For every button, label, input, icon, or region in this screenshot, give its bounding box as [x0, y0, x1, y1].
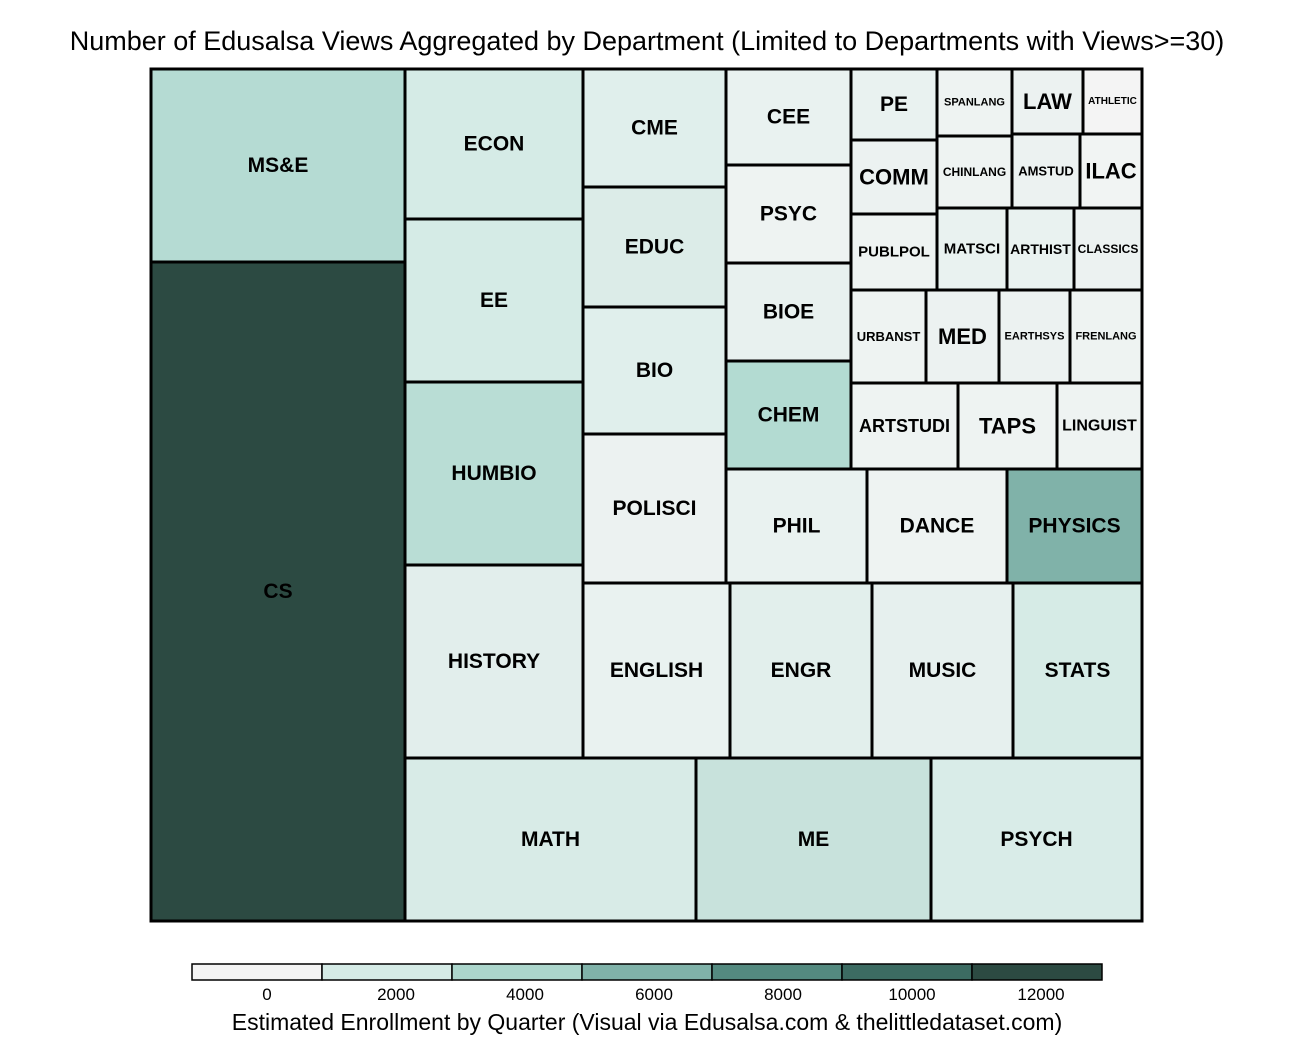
treemap-label-psyc: PSYC — [760, 203, 817, 226]
treemap-border — [149, 67, 1144, 923]
treemap-label-classics: CLASSICS — [1078, 242, 1139, 256]
treemap-cell-phil — [724, 467, 869, 585]
treemap-label-publpol: PUBLPOL — [858, 244, 930, 261]
treemap-label-artstudi: ARTSTUDI — [859, 416, 950, 436]
treemap-label-matsci: MATSCI — [944, 241, 1000, 258]
treemap-cell-med — [924, 288, 1001, 385]
treemap-label-bio: BIO — [636, 359, 673, 382]
treemap-label-engr: ENGR — [771, 659, 832, 682]
treemap-label-urbanst: URBANST — [857, 329, 921, 344]
treemap-cell-dance — [865, 467, 1009, 585]
legend-swatch — [321, 963, 453, 981]
legend-tick-label: 6000 — [635, 985, 673, 1004]
treemap-label-cs: CS — [263, 580, 292, 603]
legend-swatch — [451, 963, 583, 981]
treemap-label-arthist: ARTHIST — [1010, 241, 1071, 257]
treemap-cell-chem — [724, 359, 853, 471]
legend-tick-label: 2000 — [377, 985, 415, 1004]
treemap-label-cee: CEE — [767, 106, 810, 129]
treemap-label-physics: PHYSICS — [1028, 515, 1120, 538]
treemap-cell-me — [694, 756, 933, 923]
treemap-label-spanlang: SPANLANG — [944, 97, 1005, 109]
legend-caption: Estimated Enrollment by Quarter (Visual … — [231, 1009, 1063, 1035]
treemap-label-music: MUSIC — [909, 659, 977, 682]
treemap-cell-music — [870, 581, 1015, 760]
treemap-label-earthsys: EARTHSYS — [1005, 331, 1065, 343]
treemap-label-polisci: POLISCI — [612, 497, 696, 520]
treemap-label-econ: ECON — [464, 133, 525, 156]
treemap-label-phil: PHIL — [773, 515, 821, 538]
treemap-cell-physics — [1005, 467, 1144, 585]
legend-swatch — [711, 963, 843, 981]
treemap-label-ilac: ILAC — [1085, 159, 1136, 184]
treemap-label-taps: TAPS — [979, 414, 1036, 439]
treemap-cell-polisci — [581, 432, 728, 585]
treemap-label-stats: STATS — [1045, 659, 1111, 682]
treemap-label-ms-e: MS&E — [248, 154, 309, 177]
treemap-label-psych: PSYCH — [1000, 828, 1072, 851]
treemap-label-ee: EE — [480, 289, 508, 312]
treemap-label-law: LAW — [1023, 89, 1072, 114]
legend-tick-label: 10000 — [888, 985, 935, 1004]
treemap-label-athletic: ATHLETIC — [1088, 96, 1137, 107]
treemap-label-amstud: AMSTUD — [1018, 164, 1074, 179]
treemap-cell-cs — [149, 260, 407, 923]
treemap-label-chem: CHEM — [758, 404, 820, 427]
legend-tick-label: 0 — [262, 985, 271, 1004]
treemap-label-chinlang: CHINLANG — [943, 165, 1006, 179]
treemap-cell-cme — [581, 67, 728, 189]
treemap-label-cme: CME — [631, 117, 678, 140]
legend-tick-label: 12000 — [1017, 985, 1064, 1004]
treemap-label-linguist: LINGUIST — [1062, 418, 1137, 435]
treemap-label-me: ME — [798, 828, 830, 851]
legend-swatch — [581, 963, 713, 981]
treemap-cell-bio — [581, 305, 728, 436]
treemap-label-history: HISTORY — [448, 650, 540, 673]
treemap-cell-earthsys — [997, 288, 1072, 385]
legend-swatch — [841, 963, 973, 981]
treemap-label-med: MED — [938, 324, 987, 349]
legend-swatch — [971, 963, 1103, 981]
treemap-cell-athletic — [1081, 67, 1144, 136]
treemap-cell-educ — [581, 185, 728, 309]
treemap-cell-cee — [724, 67, 853, 167]
legend-tick-label: 8000 — [764, 985, 802, 1004]
treemap-cell-spanlang — [935, 67, 1014, 138]
treemap-label-humbio: HUMBIO — [451, 462, 536, 485]
legend-swatch — [191, 963, 323, 981]
treemap-label-english: ENGLISH — [610, 659, 703, 682]
treemap-label-math: MATH — [521, 828, 580, 851]
treemap-cell-math — [403, 756, 698, 923]
legend-tick-label: 4000 — [506, 985, 544, 1004]
treemap-label-bioe: BIOE — [763, 301, 814, 324]
treemap-label-frenlang: FRENLANG — [1075, 331, 1136, 343]
treemap-label-educ: EDUC — [625, 236, 685, 259]
treemap-cell-econ — [403, 67, 585, 221]
treemap-label-comm: COMM — [859, 165, 929, 190]
chart-title: Number of Edusalsa Views Aggregated by D… — [69, 26, 1225, 56]
treemap-label-dance: DANCE — [900, 515, 975, 538]
treemap-cell-engr — [728, 581, 874, 760]
treemap-label-pe: PE — [880, 93, 908, 116]
